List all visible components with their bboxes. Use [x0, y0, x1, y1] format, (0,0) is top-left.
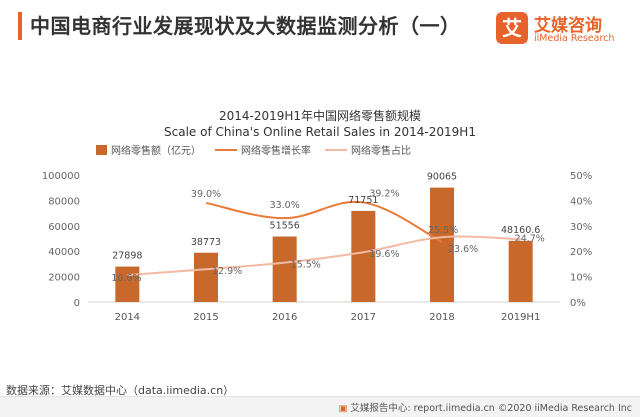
chart-subtitle: Scale of China's Online Retail Sales in … — [164, 125, 476, 139]
line-value-label: 25.5% — [428, 225, 458, 236]
brand-logo: 艾 艾媒咨询 iiMedia Research — [496, 10, 624, 50]
left-axis-tick-label: 100000 — [42, 171, 80, 182]
x-axis-tick-label: 2018 — [429, 312, 454, 323]
x-axis-tick-label: 2016 — [272, 312, 297, 323]
left-axis-tick-label: 20000 — [48, 273, 80, 284]
left-axis-tick-label: 80000 — [48, 196, 80, 207]
footer-label: 艾媒报告中心: report.iimedia.cn ©2020 iiMedia … — [350, 403, 632, 414]
right-axis-tick-label: 0% — [570, 298, 586, 309]
chart-axes: 0 20000 40000 60000 80000 100000 0% 10% 20% 30% 40… — [42, 171, 592, 323]
legend-label: 网络零售增长率 — [241, 144, 311, 157]
bar — [351, 210, 376, 302]
left-axis-tick-label: 40000 — [48, 247, 80, 258]
left-axis-tick-label: 60000 — [48, 222, 80, 233]
bar-value-label: 51556 — [270, 221, 300, 232]
footer-text: ▣ 艾媒报告中心: report.iimedia.cn ©2020 iiMedia… — [338, 400, 632, 414]
x-axis-tick-label: 2019H1 — [501, 312, 540, 323]
growth-rate-line — [205, 200, 443, 243]
line-value-label: 12.9% — [212, 266, 242, 277]
right-axis-tick-label: 10% — [570, 273, 592, 284]
bar — [508, 240, 533, 302]
share-line — [127, 235, 521, 277]
x-axis-tick-label: 2014 — [115, 312, 140, 323]
online-retail-chart: 2014-2019H1年中国网络零售额规模 Scale of China's O… — [42, 108, 592, 323]
right-axis-tick-label: 40% — [570, 196, 592, 207]
bar-series — [115, 187, 533, 302]
logo-subtitle: iiMedia Research — [534, 33, 615, 44]
line-value-label: 23.6% — [448, 244, 478, 255]
bar-value-label: 71751 — [348, 195, 378, 206]
legend-label: 网络零售额（亿元） — [111, 144, 201, 157]
left-axis-tick-label: 0 — [74, 298, 80, 309]
line-value-label: 15.5% — [291, 260, 321, 271]
legend-bar-swatch — [96, 145, 107, 155]
line-value-label: 10.6% — [111, 273, 141, 284]
bar — [430, 187, 454, 302]
line-value-label: 39.2% — [369, 188, 399, 199]
bar — [115, 266, 140, 302]
data-source-note: 数据来源：艾媒数据中心（data.iimedia.cn） — [6, 384, 235, 397]
x-axis-tick-label: 2017 — [351, 312, 376, 323]
bar — [272, 236, 297, 302]
page-title: 中国电商行业发展现状及大数据监测分析（一） — [18, 12, 461, 40]
line-value-label: 39.0% — [191, 189, 221, 200]
legend-label: 网络零售占比 — [351, 144, 411, 157]
line-value-label: 19.6% — [369, 249, 399, 260]
bar-value-label: 38773 — [191, 237, 221, 248]
bar — [194, 252, 218, 302]
x-axis-tick-label: 2015 — [193, 312, 218, 323]
report-icon: ▣ — [338, 403, 348, 414]
logo-name: 艾媒咨询 — [534, 16, 602, 36]
data-labels: 27898 38773 51556 71751 90065 48160.6 39.0% 33.… — [111, 172, 545, 284]
right-axis-tick-label: 20% — [570, 247, 592, 258]
line-value-label: 24.7% — [515, 233, 545, 244]
right-axis-tick-label: 30% — [570, 222, 592, 233]
bar-value-label: 90065 — [427, 172, 457, 183]
line-series — [127, 200, 521, 277]
bar-value-label: 27898 — [112, 251, 142, 262]
right-axis-tick-label: 50% — [570, 171, 592, 182]
footer-bar: ▣ 艾媒报告中心: report.iimedia.cn ©2020 iiMedia… — [0, 396, 640, 417]
logo-mark-icon: 艾 — [496, 12, 528, 44]
bar-value-label: 48160.6 — [501, 225, 540, 236]
line-value-label: 33.0% — [270, 200, 300, 211]
chart-title: 2014-2019H1年中国网络零售额规模 — [219, 108, 421, 123]
chart-legend: 网络零售额（亿元） 网络零售增长率 网络零售占比 — [96, 144, 411, 157]
